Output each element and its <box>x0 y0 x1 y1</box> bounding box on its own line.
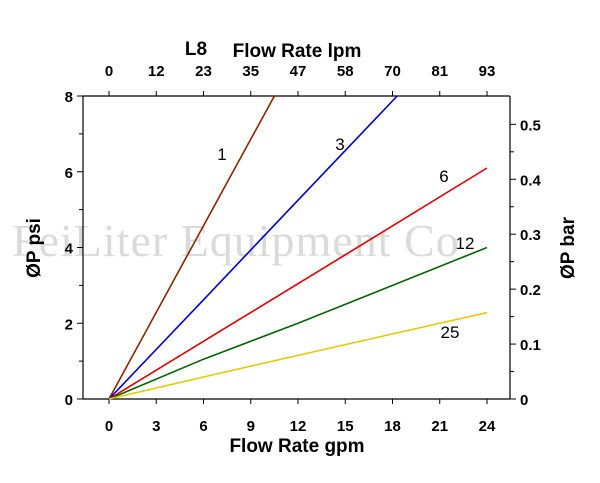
y2-tick-label: 0.3 <box>520 227 541 244</box>
top-axis-title: Flow Rate lpm <box>233 41 362 62</box>
y-tick-label: 2 <box>65 316 73 333</box>
y-tick-label: 8 <box>65 89 73 106</box>
x-tick-label: 9 <box>247 418 255 435</box>
x2-tick-label: 93 <box>479 63 496 80</box>
axis-titles: L8 Flow Rate lpm Flow Rate gpm ØP psi ØP bar <box>24 39 579 457</box>
series-label-1: 1 <box>217 145 226 164</box>
watermark-text: FeiLiter Equipment Co <box>12 215 460 266</box>
x-tick-label: 21 <box>431 418 448 435</box>
y-tick-label: 6 <box>65 165 73 182</box>
left-axis-title: ØP psi <box>24 218 45 278</box>
series-line-6 <box>108 167 488 400</box>
series-lines: 1 3 6 12 25 <box>108 95 488 400</box>
x2-tick-label: 35 <box>242 63 259 80</box>
x2-tick-label: 70 <box>384 63 401 80</box>
x2-tick-label: 0 <box>105 63 113 80</box>
x2-tick-label: 81 <box>431 63 448 80</box>
model-label: L8 <box>185 39 207 60</box>
x-tick-label: 24 <box>479 418 496 435</box>
x-tick-label: 3 <box>152 418 160 435</box>
x2-tick-label: 12 <box>148 63 165 80</box>
y2-tick-label: 0.2 <box>520 282 541 299</box>
series-line-3 <box>108 95 398 400</box>
axes <box>77 91 516 404</box>
x-tick-label: 0 <box>105 418 113 435</box>
series-label-6: 6 <box>439 167 448 186</box>
series-line-25 <box>108 311 488 400</box>
x2-tick-label: 47 <box>290 63 307 80</box>
y-tick-label: 4 <box>65 241 74 258</box>
tick-labels: 0 3 6 9 12 15 18 21 240 12 23 35 47 58 70 81 930246800.1… <box>65 63 542 435</box>
y2-tick-label: 0.5 <box>520 117 541 134</box>
watermark: FeiLiter Equipment Co <box>12 215 460 266</box>
y-tick-label: 0 <box>65 392 73 409</box>
right-axis-title: ØP bar <box>558 216 579 279</box>
series-line-1 <box>108 95 276 400</box>
x-tick-label: 18 <box>384 418 401 435</box>
x-tick-label: 15 <box>337 418 354 435</box>
x-tick-label: 12 <box>290 418 307 435</box>
y2-tick-label: 0.4 <box>520 172 542 189</box>
series-label-3: 3 <box>335 135 344 154</box>
x2-tick-label: 58 <box>337 63 354 80</box>
y2-tick-label: 0.1 <box>520 337 541 354</box>
x-tick-label: 6 <box>199 418 207 435</box>
bottom-axis-title: Flow Rate gpm <box>229 436 364 457</box>
y2-tick-label: 0 <box>520 392 528 409</box>
x2-tick-label: 23 <box>195 63 212 80</box>
series-label-12: 12 <box>456 234 475 253</box>
series-line-12 <box>108 246 488 400</box>
series-label-25: 25 <box>441 323 460 342</box>
